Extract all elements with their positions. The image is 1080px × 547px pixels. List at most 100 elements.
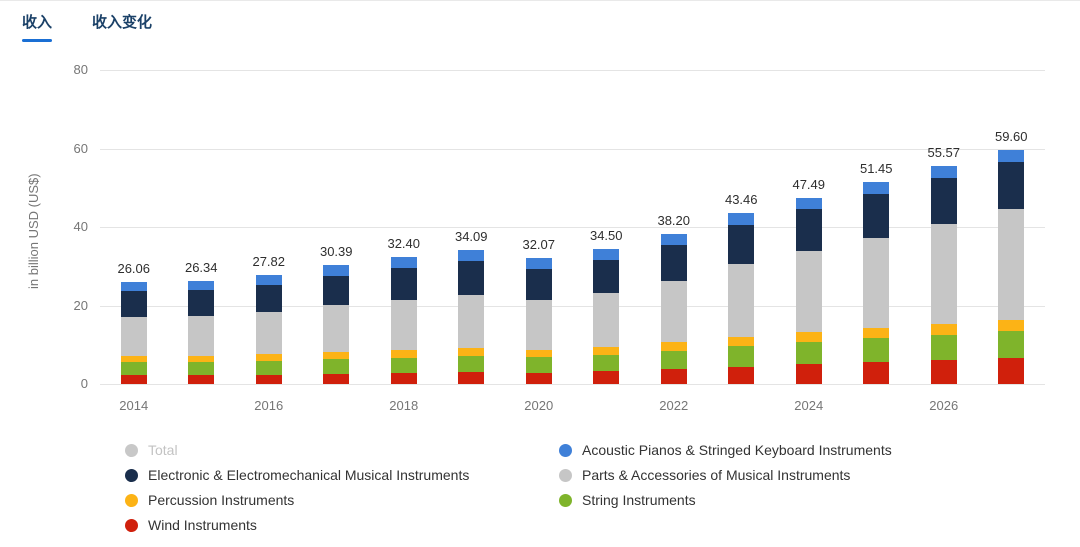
bar-segment[interactable]	[593, 347, 620, 355]
bar-2015[interactable]: 26.34	[168, 70, 236, 384]
bar-segment[interactable]	[593, 371, 620, 384]
bar-segment[interactable]	[930, 360, 957, 384]
bar-segment[interactable]	[323, 264, 350, 276]
bar-segment[interactable]	[188, 375, 215, 384]
bar-segment[interactable]	[458, 347, 485, 357]
bar-segment[interactable]	[728, 264, 755, 337]
bar-segment[interactable]	[255, 274, 282, 285]
bar-segment[interactable]	[863, 237, 890, 328]
bar-2019[interactable]: 34.09	[438, 70, 506, 384]
bar-segment[interactable]	[863, 362, 890, 384]
bar-segment[interactable]	[188, 280, 215, 291]
bar-segment[interactable]	[323, 359, 350, 374]
bar-segment[interactable]	[255, 312, 282, 354]
bar-segment[interactable]	[255, 353, 282, 361]
bar-segment[interactable]	[660, 369, 687, 384]
bar-segment[interactable]	[323, 275, 350, 306]
bar-segment[interactable]	[728, 224, 755, 265]
legend-item[interactable]: Parts & Accessories of Musical Instrumen…	[559, 467, 1025, 483]
bar-2023[interactable]: 43.46	[708, 70, 776, 384]
bar-segment[interactable]	[120, 281, 147, 292]
bar-segment[interactable]	[998, 320, 1025, 331]
bar-segment[interactable]	[728, 336, 755, 346]
bar-2026[interactable]: 55.57	[910, 70, 978, 384]
bar-stack[interactable]	[390, 256, 417, 384]
bar-segment[interactable]	[390, 299, 417, 350]
bar-segment[interactable]	[998, 358, 1025, 384]
bar-segment[interactable]	[525, 349, 552, 358]
bar-segment[interactable]	[120, 291, 147, 318]
bar-segment[interactable]	[120, 317, 147, 356]
bar-segment[interactable]	[930, 223, 957, 324]
bar-segment[interactable]	[863, 182, 890, 194]
bar-2016[interactable]: 27.82	[235, 70, 303, 384]
legend-item[interactable]: Wind Instruments	[125, 517, 559, 533]
bar-stack[interactable]	[255, 274, 282, 384]
bar-stack[interactable]	[660, 234, 687, 384]
bar-segment[interactable]	[930, 165, 957, 178]
bar-segment[interactable]	[458, 294, 485, 348]
bar-segment[interactable]	[728, 345, 755, 367]
bar-segment[interactable]	[323, 351, 350, 360]
bar-segment[interactable]	[458, 372, 485, 384]
bar-2022[interactable]: 38.20	[640, 70, 708, 384]
bar-segment[interactable]	[930, 177, 957, 224]
bar-segment[interactable]	[458, 261, 485, 295]
bar-stack[interactable]	[930, 165, 957, 384]
bar-segment[interactable]	[593, 354, 620, 372]
bar-segment[interactable]	[593, 248, 620, 260]
bar-segment[interactable]	[390, 267, 417, 300]
bar-segment[interactable]	[930, 334, 957, 361]
bar-segment[interactable]	[795, 341, 822, 365]
bar-segment[interactable]	[660, 234, 687, 246]
legend-item[interactable]: String Instruments	[559, 492, 1025, 508]
bar-2027[interactable]: 59.60	[978, 70, 1046, 384]
bar-stack[interactable]	[998, 150, 1025, 384]
bar-segment[interactable]	[998, 150, 1025, 163]
bar-segment[interactable]	[795, 331, 822, 342]
bar-segment[interactable]	[458, 250, 485, 262]
bar-segment[interactable]	[998, 209, 1025, 320]
tab-revenue-change[interactable]: 收入变化	[92, 14, 153, 31]
bar-segment[interactable]	[660, 281, 687, 343]
bar-segment[interactable]	[863, 338, 890, 363]
bar-segment[interactable]	[390, 349, 417, 358]
bar-segment[interactable]	[323, 305, 350, 352]
bar-segment[interactable]	[120, 375, 147, 384]
bar-segment[interactable]	[323, 373, 350, 384]
bar-stack[interactable]	[323, 264, 350, 384]
bar-stack[interactable]	[728, 213, 755, 384]
bar-stack[interactable]	[863, 182, 890, 384]
bar-segment[interactable]	[390, 372, 417, 384]
bar-segment[interactable]	[525, 258, 552, 269]
bar-segment[interactable]	[188, 362, 215, 376]
bar-stack[interactable]	[525, 258, 552, 384]
bar-2025[interactable]: 51.45	[843, 70, 911, 384]
bar-segment[interactable]	[255, 360, 282, 375]
legend-item[interactable]: Total	[125, 442, 559, 458]
bar-segment[interactable]	[863, 327, 890, 339]
bar-segment[interactable]	[525, 268, 552, 300]
bar-2018[interactable]: 32.40	[370, 70, 438, 384]
bar-segment[interactable]	[795, 250, 822, 332]
bar-segment[interactable]	[525, 372, 552, 384]
bar-segment[interactable]	[728, 366, 755, 384]
bar-segment[interactable]	[390, 256, 417, 268]
bar-segment[interactable]	[795, 364, 822, 384]
bar-segment[interactable]	[998, 330, 1025, 359]
bar-stack[interactable]	[593, 248, 620, 384]
bar-segment[interactable]	[660, 351, 687, 370]
bar-segment[interactable]	[255, 374, 282, 384]
bar-stack[interactable]	[795, 197, 822, 384]
bar-stack[interactable]	[120, 281, 147, 384]
bar-segment[interactable]	[593, 259, 620, 293]
bar-segment[interactable]	[863, 193, 890, 238]
bar-stack[interactable]	[188, 280, 215, 384]
bar-2021[interactable]: 34.50	[573, 70, 641, 384]
tab-revenue[interactable]: 收入	[22, 11, 53, 42]
legend-item[interactable]: Percussion Instruments	[125, 492, 559, 508]
bar-2017[interactable]: 30.39	[303, 70, 371, 384]
bar-segment[interactable]	[255, 284, 282, 313]
bar-segment[interactable]	[188, 316, 215, 356]
bar-stack[interactable]	[458, 250, 485, 384]
